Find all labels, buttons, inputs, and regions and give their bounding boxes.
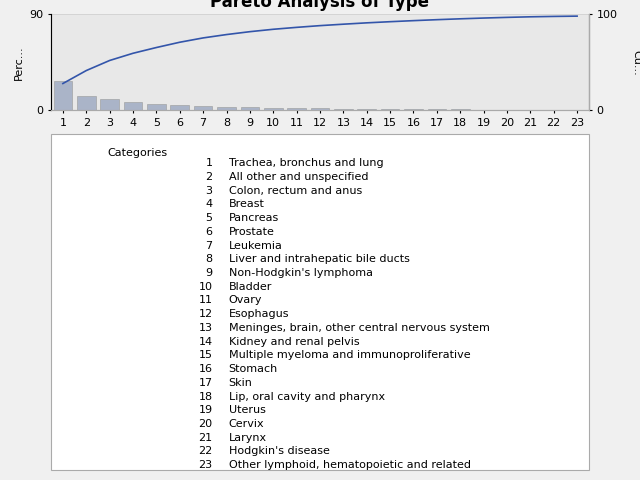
Text: 23: 23 [198, 460, 212, 470]
Text: 21: 21 [198, 433, 212, 443]
Text: Cervix: Cervix [228, 419, 264, 429]
Title: Pareto Analysis of Type: Pareto Analysis of Type [211, 0, 429, 12]
Text: 19: 19 [198, 405, 212, 415]
Text: 20: 20 [198, 419, 212, 429]
Bar [451, 109, 470, 110]
Bar [124, 102, 142, 110]
Text: 12: 12 [198, 309, 212, 319]
Text: 1: 1 [205, 158, 212, 168]
X-axis label: Type: Type [307, 133, 333, 144]
Text: Pancreas: Pancreas [228, 213, 279, 223]
Text: Uterus: Uterus [228, 405, 266, 415]
Bar [357, 109, 376, 110]
Text: Kidney and renal pelvis: Kidney and renal pelvis [228, 336, 359, 347]
Text: 14: 14 [198, 336, 212, 347]
Text: Leukemia: Leukemia [228, 240, 282, 251]
Text: Prostate: Prostate [228, 227, 275, 237]
Text: 3: 3 [205, 186, 212, 196]
Text: Multiple myeloma and immunoproliferative: Multiple myeloma and immunoproliferative [228, 350, 470, 360]
Bar [170, 105, 189, 110]
Bar [334, 109, 353, 110]
Bar [241, 107, 259, 110]
Text: 11: 11 [198, 296, 212, 305]
Text: Lip, oral cavity and pharynx: Lip, oral cavity and pharynx [228, 392, 385, 402]
Text: Liver and intrahepatic bile ducts: Liver and intrahepatic bile ducts [228, 254, 410, 264]
Bar [194, 106, 212, 110]
Text: 18: 18 [198, 392, 212, 402]
Bar [54, 81, 72, 110]
Text: Breast: Breast [228, 199, 264, 209]
Bar [404, 109, 423, 110]
Text: 2: 2 [205, 172, 212, 182]
Text: Stomach: Stomach [228, 364, 278, 374]
Text: 16: 16 [198, 364, 212, 374]
Bar [498, 109, 516, 110]
Text: Esophagus: Esophagus [228, 309, 289, 319]
Text: Skin: Skin [228, 378, 253, 388]
Bar [474, 109, 493, 110]
Text: 9: 9 [205, 268, 212, 278]
Text: 5: 5 [205, 213, 212, 223]
Bar [217, 107, 236, 110]
Bar [100, 99, 119, 110]
Text: All other and unspecified: All other and unspecified [228, 172, 368, 182]
Y-axis label: Perc...: Perc... [14, 45, 24, 80]
Bar [287, 108, 306, 110]
Text: Non-Hodgkin's lymphoma: Non-Hodgkin's lymphoma [228, 268, 372, 278]
Text: Hodgkin's disease: Hodgkin's disease [228, 446, 330, 456]
Y-axis label: Cu...: Cu... [631, 49, 640, 75]
Text: 8: 8 [205, 254, 212, 264]
Text: 6: 6 [205, 227, 212, 237]
Text: Colon, rectum and anus: Colon, rectum and anus [228, 186, 362, 196]
Text: Ovary: Ovary [228, 296, 262, 305]
Text: 17: 17 [198, 378, 212, 388]
Text: Categories: Categories [107, 148, 167, 158]
Text: 7: 7 [205, 240, 212, 251]
Bar [77, 96, 95, 110]
Text: Trachea, bronchus and lung: Trachea, bronchus and lung [228, 158, 383, 168]
Text: Other lymphoid, hematopoietic and related: Other lymphoid, hematopoietic and relate… [228, 460, 470, 470]
Text: Meninges, brain, other central nervous system: Meninges, brain, other central nervous s… [228, 323, 490, 333]
Bar [264, 108, 283, 110]
Bar [310, 108, 330, 110]
Bar [147, 104, 166, 110]
Text: Larynx: Larynx [228, 433, 267, 443]
Text: 13: 13 [198, 323, 212, 333]
Bar [381, 109, 399, 110]
Text: 15: 15 [198, 350, 212, 360]
Text: 10: 10 [198, 282, 212, 292]
Text: 4: 4 [205, 199, 212, 209]
Text: 22: 22 [198, 446, 212, 456]
Bar [428, 109, 446, 110]
Text: Bladder: Bladder [228, 282, 272, 292]
